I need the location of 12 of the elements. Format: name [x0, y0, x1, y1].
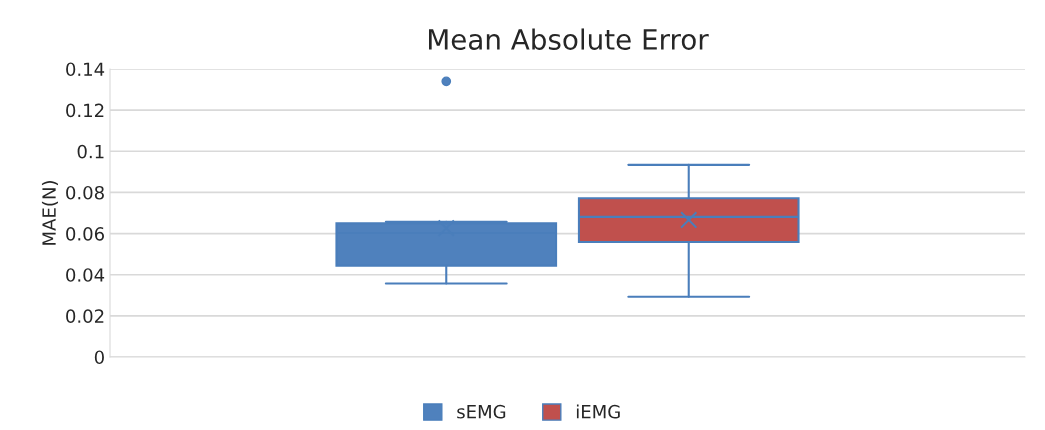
- y-tick-label: 0.1: [77, 144, 104, 159]
- y-tick-label: 0.08: [66, 185, 104, 200]
- y-tick-label: 0: [94, 350, 104, 365]
- legend-label: iEMG: [576, 404, 620, 419]
- y-tick-label: 0.04: [66, 268, 105, 282]
- y-tick-label: 0.02: [66, 309, 104, 323]
- y-axis-title: MAE(N): [41, 181, 59, 245]
- y-tick-label: 0.12: [66, 103, 104, 118]
- y-tick-label: 0.06: [66, 227, 104, 241]
- chart-title: Mean Absolute Error: [429, 28, 709, 50]
- legend-label: sEMG: [457, 404, 506, 419]
- y-tick-label: 0.14: [66, 62, 105, 77]
